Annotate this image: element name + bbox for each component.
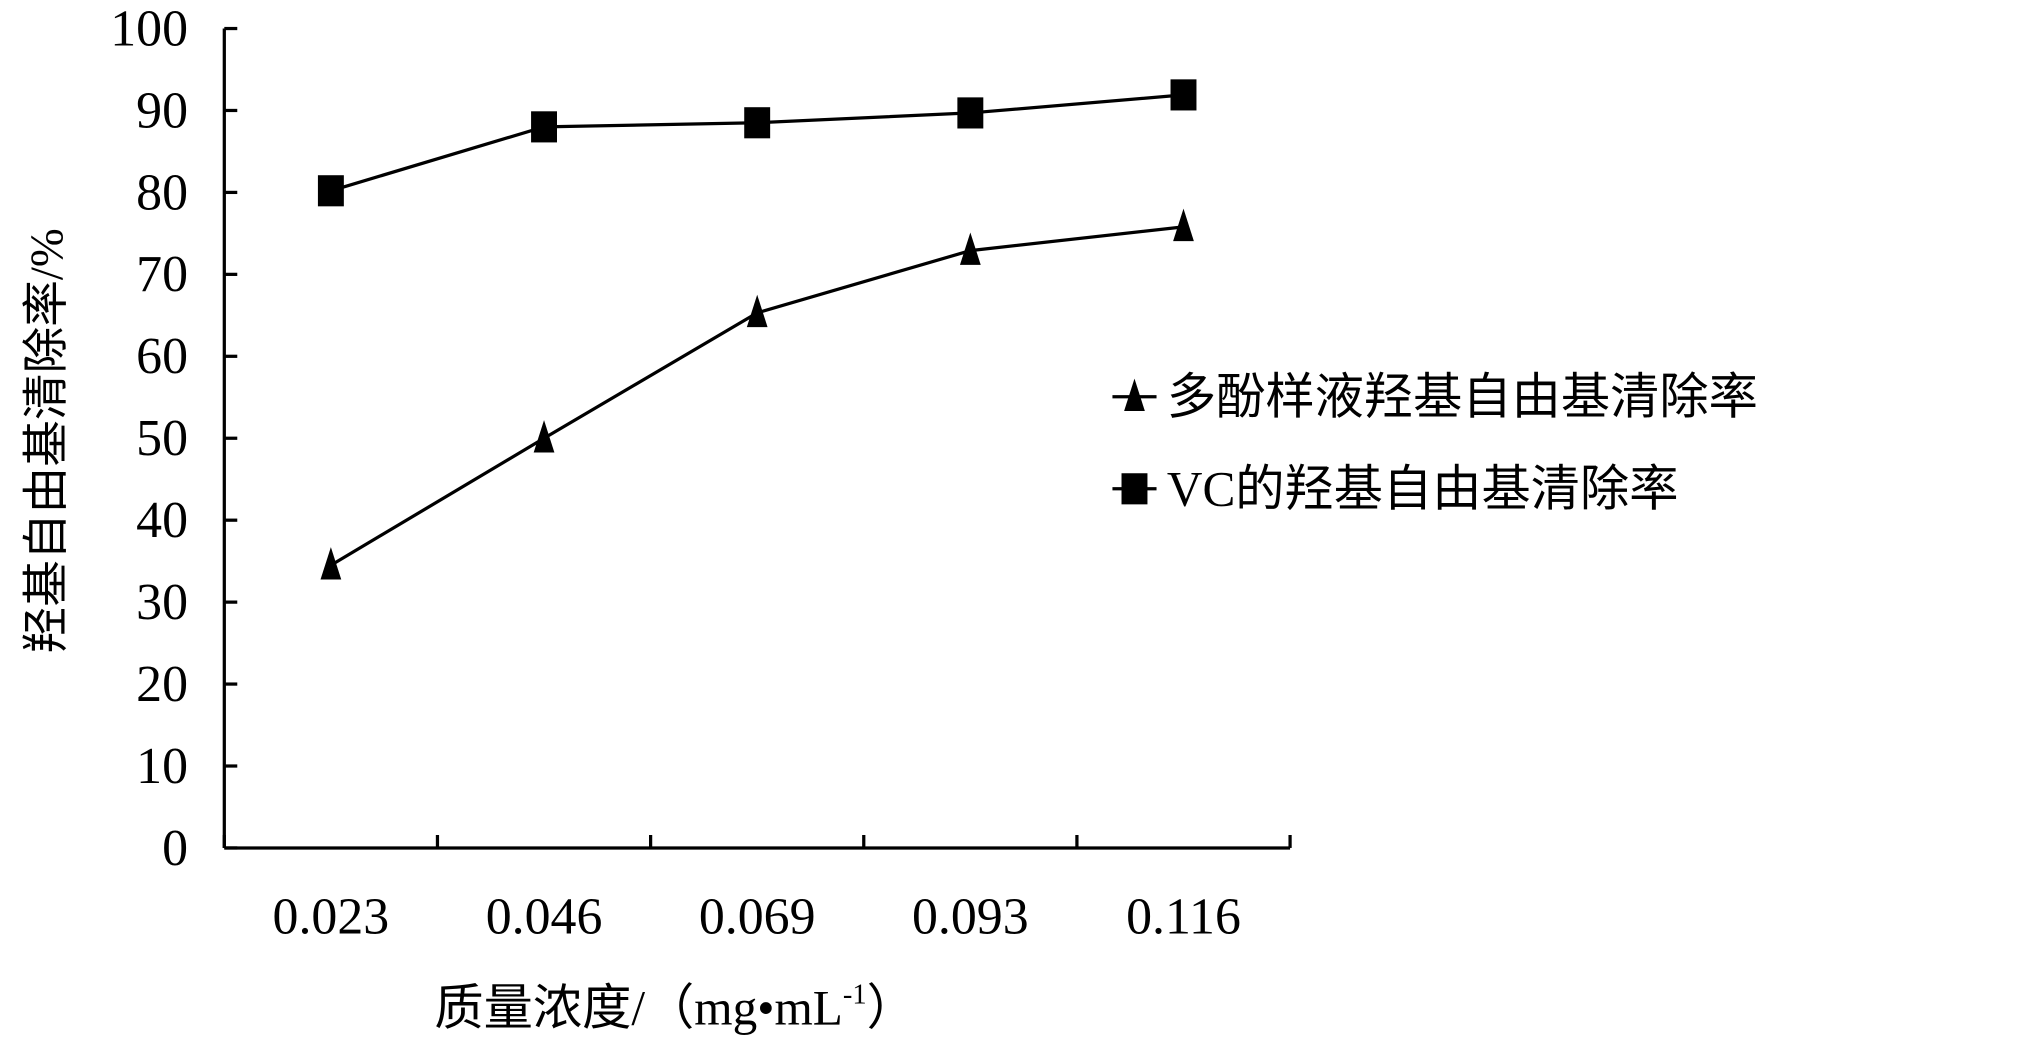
x-axis-label-close: ） [867,980,916,1035]
y-tick-label: 60 [136,328,188,385]
series-2 [317,79,1197,207]
y-tick-label: 0 [162,820,188,877]
square-marker [531,111,558,143]
y-tick-label: 70 [136,246,188,303]
legend-item: VC的羟基自由基清除率 [1112,462,1679,517]
series-group [317,79,1197,580]
y-tick-label: 50 [136,410,188,467]
series-1 [320,208,1194,580]
x-tick-label: 0.093 [912,889,1029,946]
square-marker [317,175,344,207]
triangle-marker [533,420,555,453]
triangle-marker [746,294,768,328]
y-axis-label: 羟基自由基清除率/% [21,228,73,653]
x-axis-label-sup: -1 [843,980,867,1011]
y-tick-label: 30 [136,574,188,631]
triangle-marker [1173,208,1194,242]
legend-item: 多酚样液羟基自由基清除率 [1112,370,1758,425]
x-tick-label: 0.023 [273,889,390,946]
y-tick-label: 20 [136,656,188,713]
x-tick-label: 0.069 [699,889,816,946]
triangle-marker [959,232,981,265]
legend-label: 多酚样液羟基自由基清除率 [1167,370,1758,425]
square-marker [957,97,984,129]
y-tick-label: 10 [136,738,188,795]
y-tick-label: 40 [136,492,188,549]
x-axis-label: 质量浓度/（mg•mL-1） [434,980,916,1036]
series-line [330,225,1184,567]
axes: 0 10 20 30 40 50 60 70 80 90 100 0.023 0.046 0.069 0.0… [110,0,1292,946]
x-tick-label: 0.116 [1126,889,1241,946]
square-marker [744,107,771,139]
legend-square-icon [1121,473,1148,505]
square-marker [1170,79,1197,111]
x-axis-label-main: 质量浓度/（mg•mL [434,980,843,1035]
x-tick-label: 0.046 [486,889,603,946]
y-tick-label: 80 [136,164,188,221]
legend-label: VC的羟基自由基清除率 [1167,462,1679,517]
y-tick-label: 100 [110,0,188,57]
legend-triangle-icon [1124,378,1145,412]
y-tick-label: 90 [136,82,188,139]
triangle-marker [320,547,342,580]
legend: 多酚样液羟基自由基清除率 VC的羟基自由基清除率 [1112,370,1758,517]
